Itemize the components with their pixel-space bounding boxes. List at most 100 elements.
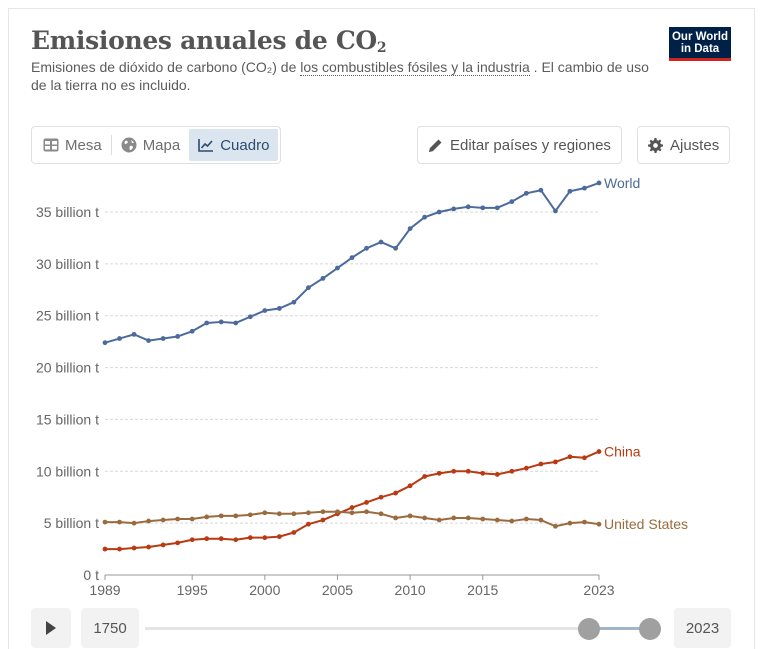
point-united-states[interactable] [335, 509, 340, 515]
point-united-states[interactable] [262, 510, 268, 516]
point-world[interactable] [146, 338, 151, 344]
point-world[interactable] [553, 208, 558, 214]
point-china[interactable] [189, 537, 195, 543]
point-world[interactable] [480, 205, 486, 211]
point-china[interactable] [582, 455, 587, 461]
play-button[interactable] [31, 608, 71, 648]
tab-map[interactable]: Mapa [112, 129, 190, 161]
point-united-states[interactable] [102, 519, 108, 525]
timeline-start-year[interactable]: 1750 [81, 608, 139, 648]
point-world[interactable] [523, 190, 529, 196]
point-china[interactable] [436, 470, 442, 476]
point-china[interactable] [131, 545, 137, 551]
point-china[interactable] [306, 521, 311, 527]
point-world[interactable] [494, 205, 500, 211]
tab-table[interactable]: Mesa [34, 129, 111, 161]
point-united-states[interactable] [465, 515, 471, 521]
point-china[interactable] [538, 461, 544, 467]
point-china[interactable] [247, 535, 253, 541]
point-china[interactable] [567, 454, 573, 460]
point-china[interactable] [480, 470, 486, 476]
point-united-states[interactable] [320, 509, 326, 515]
point-world[interactable] [218, 319, 224, 325]
point-world[interactable] [596, 180, 602, 186]
timeline-start-handle[interactable] [578, 618, 600, 640]
point-world[interactable] [102, 340, 108, 346]
point-united-states[interactable] [582, 519, 587, 525]
point-china[interactable] [117, 546, 122, 552]
point-united-states[interactable] [189, 516, 195, 522]
point-world[interactable] [175, 334, 181, 339]
point-united-states[interactable] [175, 516, 181, 522]
point-united-states[interactable] [553, 523, 558, 529]
point-world[interactable] [320, 275, 326, 281]
point-world[interactable] [364, 245, 369, 251]
point-world[interactable] [117, 336, 122, 341]
point-china[interactable] [364, 500, 369, 505]
point-united-states[interactable] [247, 512, 253, 518]
point-china[interactable] [146, 544, 151, 550]
point-world[interactable] [538, 187, 544, 193]
point-china[interactable] [596, 449, 602, 454]
point-world[interactable] [582, 185, 587, 191]
point-united-states[interactable] [204, 514, 210, 520]
point-world[interactable] [393, 245, 398, 251]
point-world[interactable] [465, 204, 471, 210]
point-united-states[interactable] [407, 513, 413, 519]
subtitle-link[interactable]: los combustibles fósiles y la industria [300, 59, 530, 76]
point-china[interactable] [422, 474, 428, 479]
point-united-states[interactable] [306, 510, 311, 516]
point-china[interactable] [393, 490, 398, 496]
point-world[interactable] [262, 308, 268, 313]
point-world[interactable] [247, 314, 253, 320]
point-united-states[interactable] [509, 518, 515, 524]
point-united-states[interactable] [218, 513, 224, 519]
point-world[interactable] [436, 209, 442, 215]
point-china[interactable] [407, 483, 413, 489]
point-china[interactable] [204, 536, 210, 542]
point-world[interactable] [335, 265, 340, 271]
point-world[interactable] [407, 226, 413, 231]
point-china[interactable] [378, 494, 384, 500]
point-united-states[interactable] [160, 517, 166, 523]
settings-button[interactable]: Ajustes [637, 126, 731, 164]
point-world[interactable] [422, 214, 428, 220]
line-world[interactable] [104, 182, 600, 344]
point-united-states[interactable] [596, 521, 602, 527]
point-world[interactable] [233, 320, 239, 326]
point-united-states[interactable] [117, 519, 122, 525]
point-united-states[interactable] [349, 510, 355, 516]
point-world[interactable] [378, 239, 384, 245]
point-world[interactable] [276, 306, 282, 311]
point-united-states[interactable] [567, 520, 573, 526]
point-united-states[interactable] [378, 511, 384, 517]
edit-countries-button[interactable]: Editar países y regiones [417, 126, 622, 164]
point-world[interactable] [509, 199, 515, 205]
point-china[interactable] [349, 505, 355, 510]
tab-chart[interactable]: Cuadro [189, 129, 279, 161]
point-united-states[interactable] [436, 517, 442, 523]
point-china[interactable] [523, 465, 529, 471]
point-united-states[interactable] [393, 515, 398, 521]
point-world[interactable] [306, 285, 311, 291]
point-united-states[interactable] [451, 515, 457, 521]
point-united-states[interactable] [494, 517, 500, 523]
point-china[interactable] [276, 534, 282, 540]
point-china[interactable] [233, 537, 239, 543]
point-china[interactable] [465, 468, 471, 474]
point-china[interactable] [320, 517, 326, 523]
point-world[interactable] [160, 336, 166, 341]
point-united-states[interactable] [146, 518, 151, 524]
point-china[interactable] [262, 535, 268, 541]
timeline-end-handle[interactable] [639, 618, 661, 640]
point-china[interactable] [102, 546, 108, 552]
series-label-world[interactable]: World [604, 175, 640, 191]
point-china[interactable] [451, 468, 457, 474]
line-china[interactable] [105, 450, 600, 551]
point-united-states[interactable] [422, 515, 428, 521]
point-united-states[interactable] [291, 511, 297, 517]
point-united-states[interactable] [480, 516, 486, 522]
point-china[interactable] [494, 471, 500, 477]
point-china[interactable] [509, 468, 515, 474]
point-world[interactable] [451, 206, 457, 212]
